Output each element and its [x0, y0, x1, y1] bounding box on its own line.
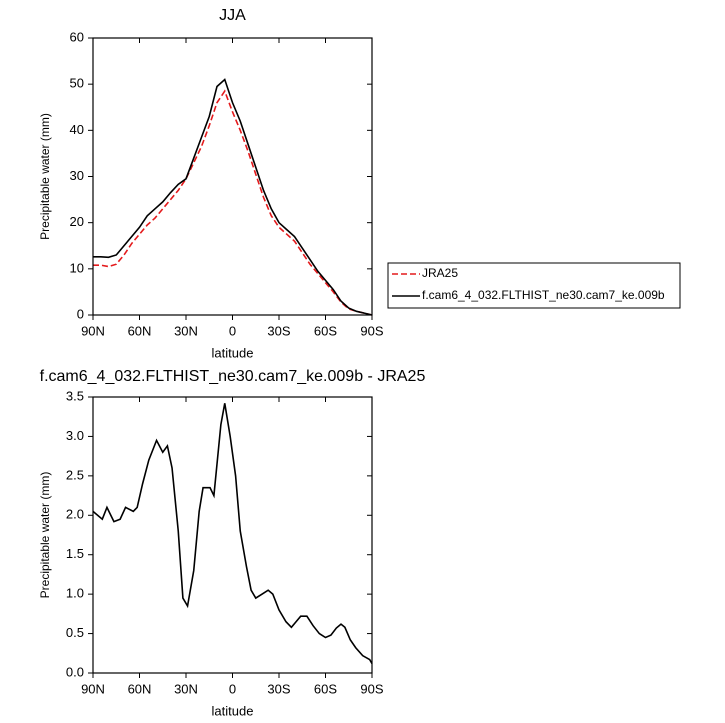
- x-tick-label: 0: [229, 323, 236, 338]
- x-axis-label: latitude: [212, 703, 254, 718]
- y-tick-label: 20: [70, 214, 84, 229]
- x-tick-label: 0: [229, 681, 236, 696]
- x-tick-label: 30N: [174, 323, 198, 338]
- plot-frame: [92, 37, 373, 316]
- y-tick-label: 2.0: [66, 507, 84, 522]
- chart-title: f.cam6_4_032.FLTHIST_ne30.cam7_ke.009b -…: [40, 368, 426, 385]
- data-line: [92, 403, 373, 664]
- plot-frame: [92, 396, 373, 674]
- legend-label: JRA25: [422, 266, 458, 280]
- y-tick-label: 2.5: [66, 467, 84, 482]
- x-tick-label: 30S: [267, 681, 290, 696]
- y-tick-label: 3.0: [66, 428, 84, 443]
- x-tick-label: 90N: [81, 323, 105, 338]
- x-tick-label: 60S: [314, 323, 337, 338]
- x-tick-label: 60S: [314, 681, 337, 696]
- y-tick-label: 40: [70, 122, 84, 137]
- x-tick-label: 90N: [81, 681, 105, 696]
- y-tick-label: 0.0: [66, 664, 84, 679]
- data-line: [93, 78, 373, 316]
- y-tick-label: 1.5: [66, 546, 84, 561]
- chart-title: JJA: [219, 7, 246, 24]
- y-axis-label: Precipitable water (mm): [38, 472, 52, 599]
- y-tick-label: 10: [70, 260, 84, 275]
- y-tick-label: 60: [70, 29, 84, 44]
- y-tick-label: 30: [70, 168, 84, 183]
- y-tick-label: 3.5: [66, 388, 84, 403]
- x-tick-label: 30S: [267, 323, 290, 338]
- y-tick-label: 0: [77, 306, 84, 321]
- x-tick-label: 60N: [128, 681, 152, 696]
- x-tick-label: 90S: [360, 681, 383, 696]
- y-tick-label: 1.0: [66, 586, 84, 601]
- legend-box: [387, 262, 681, 309]
- data-line: [93, 89, 373, 316]
- y-tick-label: 50: [70, 76, 84, 91]
- x-tick-label: 30N: [174, 681, 198, 696]
- x-tick-label: 60N: [128, 323, 152, 338]
- legend-label: f.cam6_4_032.FLTHIST_ne30.cam7_ke.009b: [422, 288, 665, 302]
- y-tick-label: 0.5: [66, 625, 84, 640]
- x-tick-label: 90S: [360, 323, 383, 338]
- x-axis-label: latitude: [212, 345, 254, 360]
- y-axis-label: Precipitable water (mm): [38, 113, 52, 240]
